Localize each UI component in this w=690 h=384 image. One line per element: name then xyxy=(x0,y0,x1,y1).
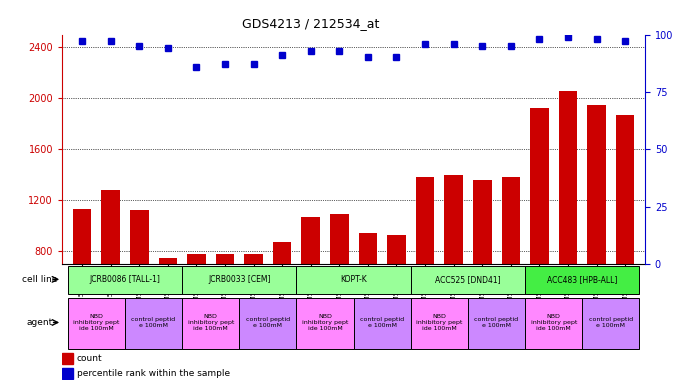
Bar xyxy=(302,217,320,264)
Bar xyxy=(187,254,206,264)
Bar xyxy=(297,298,354,349)
Text: NBD
inhibitory pept
ide 100mM: NBD inhibitory pept ide 100mM xyxy=(188,314,234,331)
Bar xyxy=(468,298,525,349)
Bar xyxy=(273,242,291,264)
Bar xyxy=(354,298,411,349)
Bar xyxy=(330,214,348,264)
Bar xyxy=(587,105,606,264)
Text: NBD
inhibitory pept
ide 100mM: NBD inhibitory pept ide 100mM xyxy=(531,314,577,331)
Text: control peptid
e 100mM: control peptid e 100mM xyxy=(475,317,519,328)
Bar xyxy=(62,353,72,364)
Bar xyxy=(297,266,411,295)
Text: percentile rank within the sample: percentile rank within the sample xyxy=(77,369,230,378)
Bar xyxy=(244,254,263,264)
Bar xyxy=(68,266,182,295)
Bar xyxy=(473,180,491,264)
Text: GDS4213 / 212534_at: GDS4213 / 212534_at xyxy=(241,17,380,30)
Bar xyxy=(130,210,148,264)
Text: control peptid
e 100mM: control peptid e 100mM xyxy=(246,317,290,328)
Text: control peptid
e 100mM: control peptid e 100mM xyxy=(360,317,404,328)
Bar xyxy=(387,235,406,264)
Bar xyxy=(387,235,406,264)
Bar xyxy=(416,177,435,264)
Bar xyxy=(473,180,491,264)
Bar xyxy=(101,190,120,264)
Bar xyxy=(530,108,549,264)
Bar xyxy=(216,254,235,264)
Bar xyxy=(187,254,206,264)
Text: count: count xyxy=(77,354,102,363)
Bar xyxy=(411,298,468,349)
Bar xyxy=(359,233,377,264)
Bar xyxy=(444,175,463,264)
Bar xyxy=(616,115,634,264)
Bar xyxy=(530,108,549,264)
Bar xyxy=(62,367,72,379)
Bar xyxy=(244,254,263,264)
Text: control peptid
e 100mM: control peptid e 100mM xyxy=(589,317,633,328)
Text: KOPT-K: KOPT-K xyxy=(340,275,367,284)
Bar xyxy=(502,177,520,264)
Bar xyxy=(239,298,297,349)
Bar xyxy=(525,298,582,349)
Text: cell line: cell line xyxy=(21,275,57,284)
Bar xyxy=(582,298,640,349)
Bar xyxy=(525,266,640,295)
Bar xyxy=(273,242,291,264)
Bar xyxy=(73,209,91,264)
Text: JCRB0033 [CEM]: JCRB0033 [CEM] xyxy=(208,275,270,284)
Bar xyxy=(182,266,297,295)
Bar xyxy=(216,254,235,264)
Text: NBD
inhibitory pept
ide 100mM: NBD inhibitory pept ide 100mM xyxy=(73,314,119,331)
Bar xyxy=(587,105,606,264)
Text: ACC525 [DND41]: ACC525 [DND41] xyxy=(435,275,501,284)
Bar xyxy=(159,258,177,264)
Bar xyxy=(444,175,463,264)
Bar xyxy=(359,233,377,264)
Text: ACC483 [HPB-ALL]: ACC483 [HPB-ALL] xyxy=(547,275,618,284)
Text: agent: agent xyxy=(26,318,52,327)
Bar xyxy=(330,214,348,264)
Bar xyxy=(125,298,182,349)
Bar xyxy=(73,209,91,264)
Text: JCRB0086 [TALL-1]: JCRB0086 [TALL-1] xyxy=(90,275,160,284)
Text: NBD
inhibitory pept
ide 100mM: NBD inhibitory pept ide 100mM xyxy=(416,314,462,331)
Bar xyxy=(68,298,125,349)
Bar xyxy=(616,115,634,264)
Bar xyxy=(182,298,239,349)
Bar xyxy=(101,190,120,264)
Text: NBD
inhibitory pept
ide 100mM: NBD inhibitory pept ide 100mM xyxy=(302,314,348,331)
Bar xyxy=(130,210,148,264)
Bar xyxy=(411,266,525,295)
Bar xyxy=(559,91,578,264)
Bar xyxy=(159,258,177,264)
Bar xyxy=(416,177,435,264)
Bar xyxy=(302,217,320,264)
Text: control peptid
e 100mM: control peptid e 100mM xyxy=(132,317,176,328)
Bar xyxy=(502,177,520,264)
Bar xyxy=(559,91,578,264)
